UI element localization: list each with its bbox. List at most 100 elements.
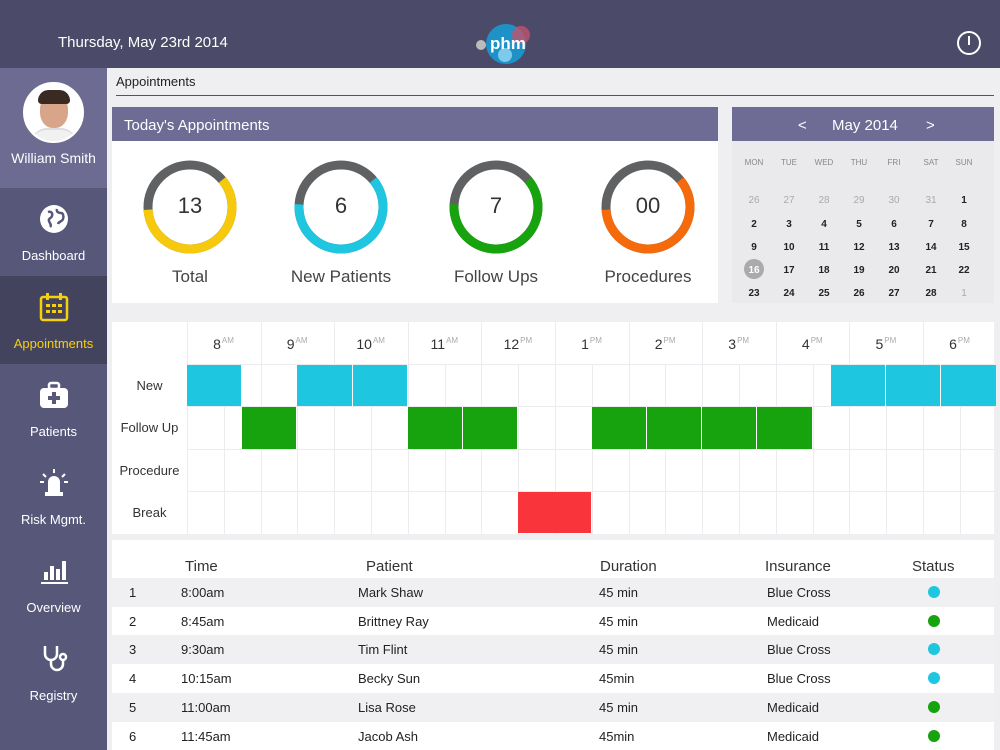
calendar-day[interactable]: 17 bbox=[783, 265, 795, 276]
calendar-day[interactable]: 18 bbox=[818, 265, 830, 276]
column-header[interactable]: Status bbox=[912, 558, 955, 575]
sidebar-item-dashboard[interactable]: Dashboard bbox=[0, 188, 107, 276]
calendar-day[interactable]: 28 bbox=[925, 288, 937, 299]
column-header[interactable]: Patient bbox=[366, 558, 413, 575]
sidebar-item-label: Registry bbox=[29, 688, 78, 703]
hour-label: 3PM bbox=[702, 336, 775, 352]
calendar-day[interactable]: 15 bbox=[958, 242, 970, 253]
power-icon[interactable] bbox=[957, 31, 981, 55]
table-row[interactable]: 6 11:45am Jacob Ash 45min Medicaid bbox=[112, 722, 994, 750]
calendar-day[interactable]: 6 bbox=[891, 219, 897, 230]
calendar-day[interactable]: 7 bbox=[928, 219, 934, 230]
calendar-day[interactable]: 22 bbox=[958, 265, 970, 276]
calendar-day[interactable]: 26 bbox=[748, 195, 760, 206]
sidebar-item-label: Dashboard bbox=[21, 248, 86, 263]
hour-period: AM bbox=[295, 336, 308, 346]
hour-label: 8AM bbox=[187, 336, 260, 352]
table-row[interactable]: 1 8:00am Mark Shaw 45 min Blue Cross bbox=[112, 578, 994, 607]
table-row[interactable]: 4 10:15am Becky Sun 45min Blue Cross bbox=[112, 664, 994, 693]
schedule-booking[interactable] bbox=[647, 407, 702, 449]
calendar-day[interactable]: 9 bbox=[751, 242, 757, 253]
table-row[interactable]: 2 8:45am Brittney Ray 45 min Medicaid bbox=[112, 607, 994, 636]
hour-period: PM bbox=[663, 336, 676, 346]
calendar-day[interactable]: 28 bbox=[818, 195, 830, 206]
schedule-booking[interactable] bbox=[886, 365, 941, 406]
medical-kit-icon bbox=[39, 380, 69, 410]
cell-time: 8:45am bbox=[181, 613, 225, 629]
user-profile[interactable]: William Smith bbox=[0, 68, 107, 188]
calendar-day[interactable]: 29 bbox=[853, 195, 865, 206]
schedule-booking[interactable] bbox=[242, 407, 297, 449]
calendar-day[interactable]: 23 bbox=[748, 288, 760, 299]
column-header[interactable]: Time bbox=[185, 558, 218, 575]
calendar-day[interactable]: 14 bbox=[925, 242, 937, 253]
calendar-prev-button[interactable]: < bbox=[798, 117, 807, 134]
calendar-day[interactable]: 2 bbox=[751, 219, 757, 230]
hour-label: 11AM bbox=[408, 336, 481, 352]
schedule-booking[interactable] bbox=[463, 407, 518, 449]
hour-period: AM bbox=[446, 336, 459, 346]
sidebar-item-appointments[interactable]: Appointments bbox=[0, 276, 107, 364]
calendar-next-button[interactable]: > bbox=[926, 117, 935, 134]
calendar-day[interactable]: 12 bbox=[853, 242, 865, 253]
schedule-booking[interactable] bbox=[518, 492, 591, 533]
schedule-booking[interactable] bbox=[831, 365, 886, 406]
cell-n: 1 bbox=[129, 585, 137, 600]
calendar-day[interactable]: 27 bbox=[783, 195, 795, 206]
hour-label: 1PM bbox=[555, 336, 628, 352]
schedule-booking[interactable] bbox=[941, 365, 996, 406]
sidebar-item-risk-mgmt[interactable]: Risk Mgmt. bbox=[0, 452, 107, 540]
calendar-day[interactable]: 19 bbox=[853, 265, 865, 276]
calendar-day[interactable]: 1 bbox=[961, 288, 967, 299]
calendar-day[interactable]: 30 bbox=[888, 195, 900, 206]
stat-label: New Patients bbox=[290, 267, 392, 286]
stat-label: Follow Ups bbox=[453, 267, 539, 286]
schedule-booking[interactable] bbox=[352, 365, 407, 406]
table-row[interactable]: 5 11:00am Lisa Rose 45 min Medicaid bbox=[112, 692, 994, 722]
calendar-day[interactable]: 1 bbox=[961, 195, 967, 206]
table-row[interactable]: 3 9:30am Tim Flint 45 min Blue Cross bbox=[112, 635, 994, 665]
cell-insurance: Blue Cross bbox=[767, 642, 831, 658]
calendar-day[interactable]: 21 bbox=[925, 265, 937, 276]
cell-n: 2 bbox=[129, 613, 137, 629]
calendar-day[interactable]: 10 bbox=[783, 242, 795, 253]
calendar-day[interactable]: 24 bbox=[783, 288, 795, 299]
stat-donut: 13 bbox=[142, 159, 238, 255]
sidebar-item-registry[interactable]: Registry bbox=[0, 628, 107, 716]
calendar-day[interactable]: 26 bbox=[853, 288, 865, 299]
schedule-row-label: New bbox=[136, 378, 163, 393]
calendar-dow: MON bbox=[744, 158, 764, 167]
schedule-booking[interactable] bbox=[297, 365, 352, 406]
calendar-day[interactable]: 20 bbox=[888, 265, 900, 276]
cell-patient: Brittney Ray bbox=[358, 613, 429, 629]
calendar-day[interactable]: 3 bbox=[786, 219, 792, 230]
sidebar-item-patients[interactable]: Patients bbox=[0, 364, 107, 452]
column-header[interactable]: Insurance bbox=[765, 558, 831, 575]
calendar-day[interactable]: 25 bbox=[818, 288, 830, 299]
appointments-table: Time Patient Duration Insurance Status 1 8:00a… bbox=[112, 540, 994, 750]
calendar-day[interactable]: 13 bbox=[888, 242, 900, 253]
calendar-day[interactable]: 5 bbox=[856, 219, 862, 230]
calendar-day[interactable]: 27 bbox=[888, 288, 900, 299]
hour-number: 4 bbox=[801, 336, 810, 352]
hour-period: PM bbox=[520, 336, 533, 346]
sidebar-item-label: Risk Mgmt. bbox=[21, 512, 86, 527]
schedule-booking[interactable] bbox=[407, 407, 462, 449]
globe-icon bbox=[39, 204, 69, 234]
column-header[interactable]: Duration bbox=[600, 558, 657, 575]
calendar-day[interactable]: 16 bbox=[748, 265, 760, 276]
top-bar: Thursday, May 23rd 2014 phm bbox=[0, 0, 1000, 68]
schedule-booking[interactable] bbox=[591, 407, 646, 449]
sidebar-item-overview[interactable]: Overview bbox=[0, 540, 107, 628]
cell-duration: 45 min bbox=[599, 642, 639, 658]
current-date: Thursday, May 23rd 2014 bbox=[58, 34, 228, 51]
schedule-booking[interactable] bbox=[757, 407, 812, 449]
calendar-day[interactable]: 4 bbox=[821, 219, 827, 230]
schedule-booking[interactable] bbox=[187, 365, 242, 406]
daily-schedule: 8AM 9AM 10AM 11AM 12PM 1PM 2PM 3PM 4PM 5PM 6PM New F… bbox=[112, 322, 998, 534]
calendar-day[interactable]: 31 bbox=[925, 195, 937, 206]
schedule-booking[interactable] bbox=[702, 407, 757, 449]
calendar-day[interactable]: 11 bbox=[818, 242, 830, 253]
hour-period: AM bbox=[372, 336, 385, 346]
calendar-day[interactable]: 8 bbox=[961, 219, 967, 230]
